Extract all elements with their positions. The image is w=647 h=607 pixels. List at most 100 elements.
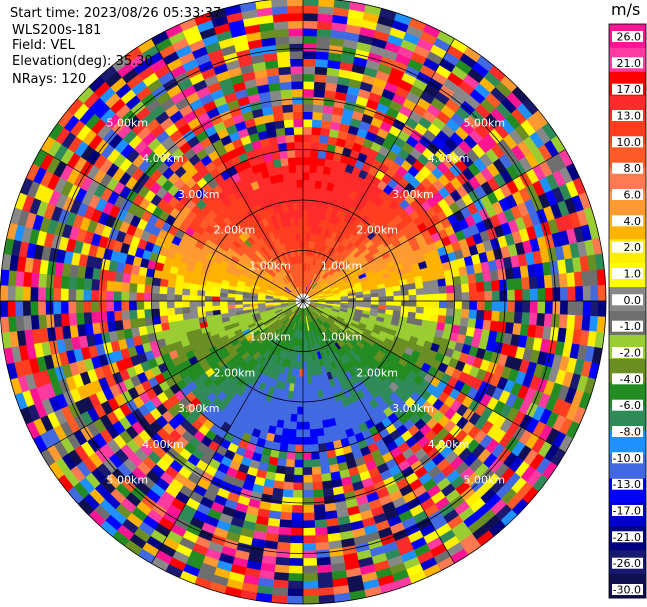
velocity-gate <box>484 300 493 312</box>
velocity-gate <box>297 202 304 211</box>
velocity-gate <box>292 497 304 506</box>
velocity-gate <box>306 376 312 385</box>
velocity-gate <box>566 272 576 288</box>
velocity-gate <box>469 300 478 311</box>
velocity-gate <box>137 317 147 328</box>
velocity-gate <box>590 300 599 317</box>
velocity-gate <box>437 278 447 287</box>
velocity-gate <box>290 58 304 67</box>
velocity-gate <box>454 292 463 302</box>
velocity-gate <box>257 300 266 304</box>
velocity-gate <box>275 35 290 46</box>
velocity-gate <box>437 315 447 324</box>
nrays-label: NRays: 120 <box>12 72 87 87</box>
velocity-gate <box>68 312 78 326</box>
velocity-gate <box>287 588 304 597</box>
colorbar-tick-label: -17.0 <box>613 505 641 518</box>
velocity-gate <box>317 150 327 160</box>
velocity-gate <box>0 284 9 302</box>
velocity-gate <box>498 311 508 323</box>
velocity-gate <box>310 451 320 461</box>
range-ring-label: 2.00km <box>214 366 256 379</box>
velocity-gate <box>290 527 304 537</box>
velocity-gate <box>311 126 322 136</box>
velocity-gate <box>461 300 470 310</box>
velocity-gate <box>106 280 115 292</box>
velocity-gate <box>189 294 198 302</box>
range-ring-label: 2.00km <box>356 224 398 237</box>
colorbar-tick-label: -8.0 <box>620 426 641 439</box>
velocity-gate <box>476 309 485 321</box>
velocity-gate <box>290 406 298 415</box>
velocity-gate <box>75 288 84 302</box>
range-ring-label: 1.00km <box>321 259 363 272</box>
velocity-gate <box>295 436 304 446</box>
velocity-gate <box>75 276 85 290</box>
velocity-gate <box>30 272 40 288</box>
velocity-gate <box>559 286 569 302</box>
range-ring-label: 3.00km <box>392 402 434 415</box>
velocity-gate <box>582 285 592 302</box>
velocity-gate <box>204 300 213 307</box>
velocity-gate <box>302 565 318 574</box>
velocity-gate <box>302 467 313 476</box>
velocity-gate <box>182 312 192 321</box>
velocity-gate <box>355 297 364 302</box>
velocity-gate <box>128 291 137 302</box>
velocity-gate <box>316 28 332 38</box>
velocity-gate <box>363 293 372 299</box>
velocity-gate <box>313 88 326 98</box>
velocity-gate <box>302 5 319 14</box>
velocity-gate <box>37 273 48 288</box>
velocity-gate <box>297 383 304 393</box>
velocity-gate <box>317 5 335 15</box>
velocity-gate <box>408 306 417 314</box>
range-ring-label: 1.00km <box>249 331 291 344</box>
colorbar-title: m/s <box>611 0 641 19</box>
velocity-gate <box>204 310 214 317</box>
velocity-gate <box>90 300 100 313</box>
velocity-gate <box>7 315 17 333</box>
velocity-gate <box>83 277 93 291</box>
velocity-gate <box>15 270 25 287</box>
velocity-gate <box>302 353 307 362</box>
velocity-gate <box>272 579 289 589</box>
velocity-gate <box>167 314 177 323</box>
velocity-gate <box>522 300 531 314</box>
velocity-gate <box>290 187 298 196</box>
velocity-gate <box>275 556 290 567</box>
velocity-gate <box>30 314 40 330</box>
velocity-gate <box>242 300 251 305</box>
velocity-gate <box>506 278 516 291</box>
velocity-gate <box>7 285 16 302</box>
velocity-gate <box>284 187 293 197</box>
velocity-gate <box>53 274 63 289</box>
velocity-gate <box>291 81 304 90</box>
velocity-gate <box>302 527 316 537</box>
colorbar-tick-label: -30.0 <box>613 584 641 597</box>
velocity-gate <box>423 307 432 315</box>
velocity-gate <box>273 571 289 582</box>
velocity-gate <box>302 497 314 506</box>
velocity-gate <box>287 202 294 212</box>
velocity-gate <box>302 399 309 408</box>
velocity-gate <box>281 96 293 106</box>
velocity-gate <box>316 564 332 574</box>
velocity-gate <box>459 274 469 285</box>
velocity-gate <box>320 465 331 475</box>
colorbar-tick-label: -4.0 <box>620 373 641 386</box>
velocity-gate <box>204 305 213 312</box>
velocity-gate <box>385 295 395 302</box>
velocity-gate <box>308 406 316 415</box>
velocity-gate <box>295 164 304 173</box>
velocity-gate <box>317 579 334 589</box>
velocity-gate <box>121 281 130 293</box>
velocity-gate <box>302 520 316 529</box>
velocity-gate <box>297 209 304 219</box>
velocity-gate <box>288 35 304 45</box>
velocity-gate <box>581 270 591 287</box>
velocity-gate <box>158 300 168 309</box>
colorbar-tick-label: -13.0 <box>613 478 641 491</box>
velocity-gate <box>302 28 318 37</box>
velocity-gate <box>314 412 323 422</box>
